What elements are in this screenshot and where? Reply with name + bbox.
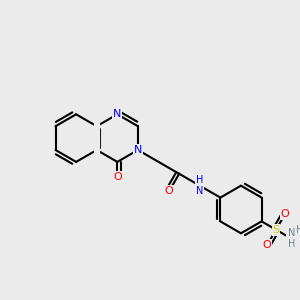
Text: H: H — [296, 225, 300, 235]
Text: O: O — [165, 186, 173, 196]
Text: O: O — [113, 172, 122, 182]
Text: O: O — [263, 240, 272, 250]
Text: N: N — [113, 109, 122, 119]
Text: N: N — [134, 145, 142, 155]
Text: H
N: H N — [196, 175, 203, 196]
Text: O: O — [280, 209, 289, 219]
Text: N
H: N H — [288, 228, 295, 249]
Text: S: S — [272, 225, 280, 235]
